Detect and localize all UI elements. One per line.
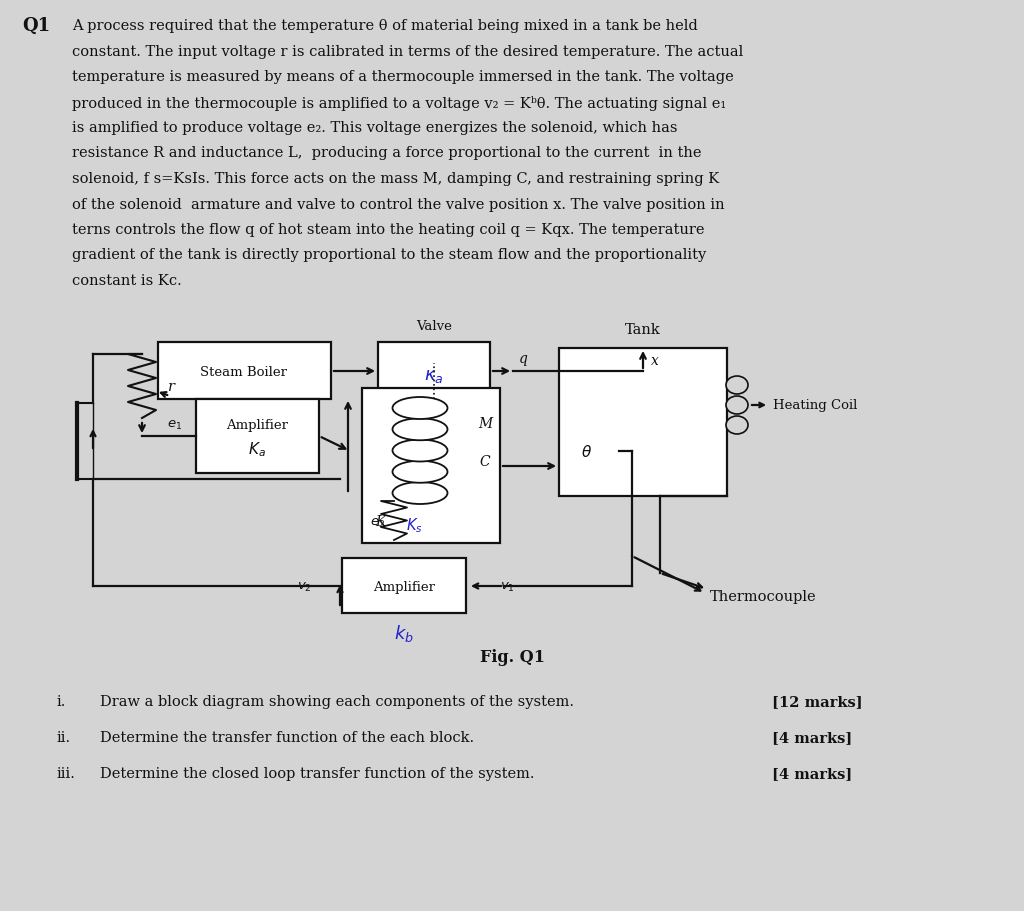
Text: Amplifier: Amplifier <box>373 580 435 593</box>
Text: produced in the thermocouple is amplified to a voltage v₂ = Kᵇθ. The actuating s: produced in the thermocouple is amplifie… <box>72 96 726 110</box>
Text: $v_1$: $v_1$ <box>500 579 515 593</box>
Text: ii.: ii. <box>57 731 71 744</box>
Text: r: r <box>168 380 175 394</box>
Text: Heating Coil: Heating Coil <box>773 399 857 412</box>
Ellipse shape <box>726 416 748 435</box>
Text: x: x <box>651 353 658 368</box>
Text: $k_b$: $k_b$ <box>394 623 414 644</box>
Ellipse shape <box>392 483 447 505</box>
Text: gradient of the tank is directly proportional to the steam flow and the proporti: gradient of the tank is directly proport… <box>72 248 707 262</box>
Text: Q1: Q1 <box>22 17 50 35</box>
Text: $e_2$: $e_2$ <box>370 517 385 529</box>
Text: Valve: Valve <box>416 320 452 333</box>
Text: q: q <box>519 352 528 365</box>
Text: is amplified to produce voltage e₂. This voltage energizes the solenoid, which h: is amplified to produce voltage e₂. This… <box>72 121 678 135</box>
Text: Steam Boiler: Steam Boiler <box>201 365 288 378</box>
Text: Fig. Q1: Fig. Q1 <box>479 648 545 665</box>
Text: i.: i. <box>57 694 67 708</box>
Text: Determine the closed loop transfer function of the system.: Determine the closed loop transfer funct… <box>100 766 535 780</box>
Text: $v_2$: $v_2$ <box>297 579 312 593</box>
Text: constant is Kc.: constant is Kc. <box>72 273 181 288</box>
Text: solenoid, f s=KsIs. This force acts on the mass M, damping C, and restraining sp: solenoid, f s=KsIs. This force acts on t… <box>72 172 719 186</box>
Text: constant. The input voltage r is calibrated in terms of the desired temperature.: constant. The input voltage r is calibra… <box>72 45 743 58</box>
Text: $\kappa_a$: $\kappa_a$ <box>424 366 443 384</box>
Text: Determine the transfer function of the each block.: Determine the transfer function of the e… <box>100 731 474 744</box>
Ellipse shape <box>392 419 447 441</box>
Text: of the solenoid  armature and valve to control the valve position x. The valve p: of the solenoid armature and valve to co… <box>72 198 725 211</box>
Text: M: M <box>478 416 493 431</box>
Text: Draw a block diagram showing each components of the system.: Draw a block diagram showing each compon… <box>100 694 574 708</box>
Text: A process required that the temperature θ of material being mixed in a tank be h: A process required that the temperature … <box>72 19 697 33</box>
Text: C: C <box>479 455 490 468</box>
Text: [4 marks]: [4 marks] <box>772 731 852 744</box>
Ellipse shape <box>392 397 447 420</box>
Text: temperature is measured by means of a thermocouple immersed in the tank. The vol: temperature is measured by means of a th… <box>72 70 734 84</box>
Bar <box>342 558 466 613</box>
Text: $e_1$: $e_1$ <box>168 418 182 432</box>
Ellipse shape <box>392 440 447 462</box>
Ellipse shape <box>726 396 748 415</box>
Text: Amplifier: Amplifier <box>226 418 288 431</box>
Text: [12 marks]: [12 marks] <box>772 694 862 708</box>
Text: iii.: iii. <box>57 766 76 780</box>
Text: [4 marks]: [4 marks] <box>772 766 852 780</box>
Bar <box>559 349 727 496</box>
Ellipse shape <box>726 376 748 394</box>
Text: terns controls the flow q of hot steam into the heating coil q = Kqx. The temper: terns controls the flow q of hot steam i… <box>72 223 705 237</box>
Text: resistance R and inductance L,  producing a force proportional to the current  i: resistance R and inductance L, producing… <box>72 147 701 160</box>
Ellipse shape <box>392 461 447 483</box>
Bar <box>362 389 500 543</box>
Text: Thermocouple: Thermocouple <box>710 589 816 603</box>
Text: $K_a$: $K_a$ <box>248 440 266 459</box>
Text: $\theta$: $\theta$ <box>582 444 593 459</box>
Text: Tank: Tank <box>625 322 660 337</box>
Bar <box>378 343 490 400</box>
Bar <box>196 400 319 474</box>
Bar <box>158 343 331 400</box>
Text: K: K <box>375 515 385 528</box>
Text: $K_s$: $K_s$ <box>406 517 422 535</box>
